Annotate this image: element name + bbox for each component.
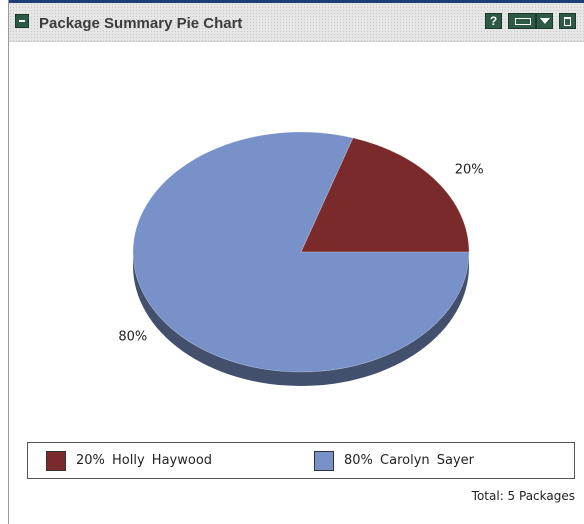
pie-slice-1[interactable] [300, 137, 470, 253]
legend-label: 80% Carolyn Sayer [344, 453, 475, 468]
help-label: ? [489, 14, 498, 28]
pie-slice-2[interactable] [132, 131, 470, 373]
pie-chart: 20% 80% [118, 131, 484, 386]
maximize-icon[interactable] [559, 13, 576, 29]
package-summary-portlet: Package Summary Pie Chart ? 20% 80% 20% H… [8, 0, 584, 524]
total-packages: Total: 5 Packages [471, 489, 575, 503]
legend-swatch [314, 451, 334, 471]
collapse-icon[interactable] [15, 14, 29, 28]
pie-label-1: 20% [455, 163, 484, 178]
menu-chevron-icon[interactable] [536, 13, 553, 29]
chart-legend: 20% Holly Haywood 80% Carolyn Sayer [27, 442, 575, 479]
edit-icon[interactable] [508, 13, 536, 29]
help-icon[interactable]: ? [485, 13, 502, 29]
legend-label: 20% Holly Haywood [76, 453, 213, 468]
pie-label-2: 80% [118, 329, 147, 344]
legend-swatch [46, 451, 66, 471]
portlet-top-border [9, 0, 584, 3]
portlet-title: Package Summary Pie Chart [39, 15, 243, 32]
portlet-title-bar: Package Summary Pie Chart ? [9, 3, 584, 42]
